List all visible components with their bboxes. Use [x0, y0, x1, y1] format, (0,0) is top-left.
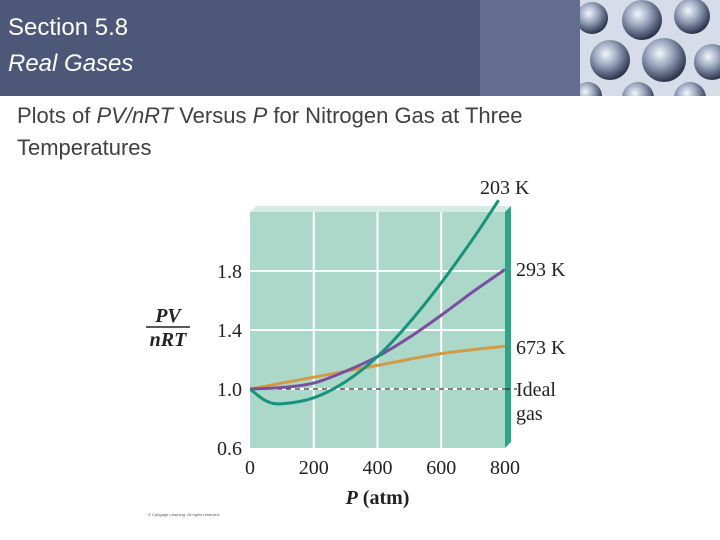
- x-axis-label: P (atm): [345, 487, 410, 509]
- series-group: [250, 199, 505, 406]
- series-label-ideal: Ideal: [516, 379, 556, 401]
- section-number: Section 5.8: [8, 14, 129, 41]
- y-tick-label: 1.4: [217, 320, 242, 342]
- slide-title-part: P: [252, 103, 268, 128]
- slide-title-part: PV/nRT: [96, 103, 174, 128]
- section-title: Real Gases: [8, 50, 134, 77]
- copyright-text: © Cengage Learning. All rights reserved.: [148, 512, 221, 517]
- x-tick-label: 400: [363, 457, 393, 479]
- y-tick-label: 0.6: [217, 438, 242, 460]
- plot-panel-side-face: [505, 206, 511, 448]
- slide-title-part: Plots of: [17, 103, 97, 128]
- series-line-203-k: [250, 199, 500, 406]
- x-axis-label-variable: P: [345, 487, 359, 509]
- header-bar: [0, 0, 480, 96]
- y-tick-label: 1.8: [217, 261, 242, 283]
- x-axis-label-unit: (atm): [358, 487, 410, 509]
- y-tick-label: 1.0: [217, 379, 242, 401]
- plot-panel-top-face: [250, 206, 511, 212]
- slide-title-part: for Nitrogen Gas at Three Temperatures: [17, 103, 523, 160]
- series-label-293k: 293 K: [516, 259, 566, 281]
- decorative-spheres-image: [580, 0, 720, 96]
- series-label-203k: 203 K: [480, 177, 530, 199]
- slide-title: Plots of PV/nRT Versus P for Nitrogen Ga…: [17, 100, 617, 164]
- y-axis-label-denominator: nRT: [150, 329, 187, 351]
- series-label-gas: gas: [516, 403, 543, 425]
- x-tick-label: 200: [299, 457, 329, 479]
- y-axis-label-numerator: PV: [154, 305, 182, 327]
- series-label-673k: 673 K: [516, 337, 566, 359]
- series-line-673-k: [250, 344, 505, 391]
- x-tick-label: 800: [490, 457, 520, 479]
- x-tick-label: 0: [245, 457, 255, 479]
- header-bar-extension: [480, 0, 580, 96]
- x-tick-label: 600: [426, 457, 456, 479]
- slide-title-part: Versus: [173, 103, 253, 128]
